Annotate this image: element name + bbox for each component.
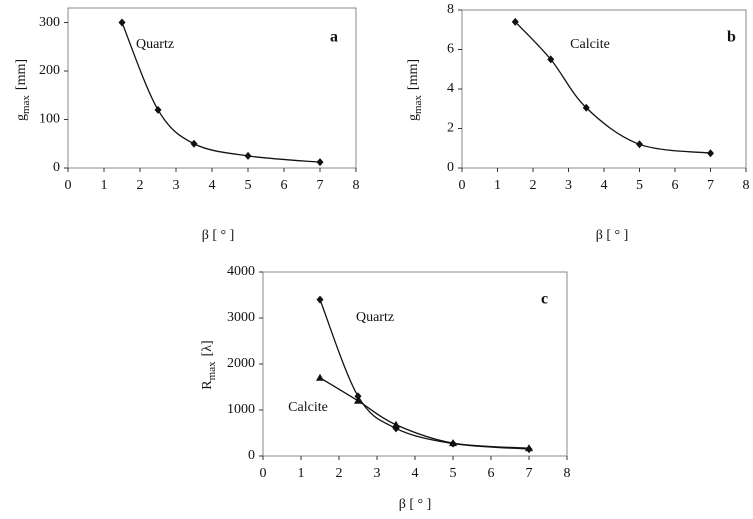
plot-area <box>461 9 747 169</box>
x-tick-label: 1 <box>101 178 108 193</box>
x-axis-label: β [ ° ] <box>202 228 235 243</box>
y-label-unit: [mm] <box>14 59 29 90</box>
x-tick-label: 4 <box>209 178 216 193</box>
y-label-symbol: g <box>14 114 29 121</box>
x-tick-label: 5 <box>450 466 457 481</box>
x-tick-label: 4 <box>412 466 419 481</box>
y-tick-label: 0 <box>248 448 255 463</box>
y-tick-label: 2 <box>447 121 454 136</box>
y-tick-label: 1000 <box>227 402 255 417</box>
x-tick-label: 5 <box>245 178 252 193</box>
y-label-symbol: R <box>200 380 215 390</box>
series-label: Quartz <box>136 37 174 52</box>
x-tick-label: 2 <box>530 178 537 193</box>
y-label-subscript: max <box>206 361 218 380</box>
data-point <box>511 17 519 26</box>
x-tick-label: 2 <box>137 178 144 193</box>
y-label-unit: [mm] <box>406 59 421 90</box>
y-tick-label: 4000 <box>227 264 255 279</box>
x-tick-label: 2 <box>336 466 343 481</box>
data-point <box>190 139 198 148</box>
y-label-subscript: max <box>412 95 424 114</box>
x-tick-label: 7 <box>317 178 324 193</box>
y-tick-label: 300 <box>39 15 60 30</box>
x-tick-label: 7 <box>526 466 533 481</box>
plot-area <box>262 271 568 457</box>
fit-curve <box>514 21 711 154</box>
x-tick-label: 8 <box>564 466 571 481</box>
x-axis-label: β [ ° ] <box>399 497 432 512</box>
y-tick-label: 8 <box>447 2 454 17</box>
x-tick-label: 0 <box>65 178 72 193</box>
y-label-unit: [λ] <box>200 340 215 356</box>
x-tick-label: 0 <box>260 466 267 481</box>
y-tick-label: 6 <box>447 42 454 57</box>
data-point <box>316 295 324 304</box>
panel-label: c <box>541 291 548 308</box>
x-tick-label: 3 <box>565 178 572 193</box>
data-point <box>547 55 555 64</box>
series-label: Quartz <box>356 310 394 325</box>
x-tick-label: 7 <box>707 178 714 193</box>
y-axis-label: gmax [mm] <box>406 59 423 121</box>
x-tick-label: 8 <box>743 178 750 193</box>
data-point <box>316 373 324 381</box>
x-tick-label: 1 <box>494 178 501 193</box>
data-point <box>525 444 533 452</box>
data-point <box>636 140 643 149</box>
x-tick-label: 6 <box>281 178 288 193</box>
panel-label: b <box>727 29 736 46</box>
x-tick-label: 3 <box>374 466 381 481</box>
data-point <box>354 392 362 401</box>
data-point <box>392 420 400 428</box>
data-point <box>118 18 126 27</box>
y-tick-label: 200 <box>39 63 60 78</box>
y-tick-label: 0 <box>53 160 60 175</box>
x-tick-label: 6 <box>488 466 495 481</box>
data-point <box>244 151 252 160</box>
y-label-subscript: max <box>20 95 32 114</box>
series-label: Calcite <box>570 37 610 52</box>
y-tick-label: 0 <box>447 160 454 175</box>
y-axis-label: gmax [mm] <box>14 59 31 121</box>
data-point <box>316 158 324 167</box>
x-tick-label: 8 <box>353 178 360 193</box>
panel-label: a <box>330 29 338 46</box>
x-tick-label: 5 <box>636 178 643 193</box>
x-axis-label: β [ ° ] <box>596 228 629 243</box>
x-tick-label: 0 <box>459 178 466 193</box>
y-axis-label: Rmax [λ] <box>200 340 217 389</box>
x-tick-label: 1 <box>298 466 305 481</box>
x-tick-label: 3 <box>173 178 180 193</box>
y-tick-label: 2000 <box>227 356 255 371</box>
y-tick-label: 4 <box>447 81 454 96</box>
y-tick-label: 3000 <box>227 310 255 325</box>
x-tick-label: 6 <box>672 178 679 193</box>
y-label-symbol: g <box>406 114 421 121</box>
y-tick-label: 100 <box>39 112 60 127</box>
data-point <box>449 439 457 447</box>
data-point <box>354 396 362 404</box>
data-point <box>154 105 162 114</box>
series-label: Calcite <box>288 400 328 415</box>
data-point <box>707 149 714 158</box>
data-point <box>582 103 590 112</box>
plot-area <box>67 7 357 169</box>
fit-curve <box>319 299 530 450</box>
x-tick-label: 4 <box>601 178 608 193</box>
